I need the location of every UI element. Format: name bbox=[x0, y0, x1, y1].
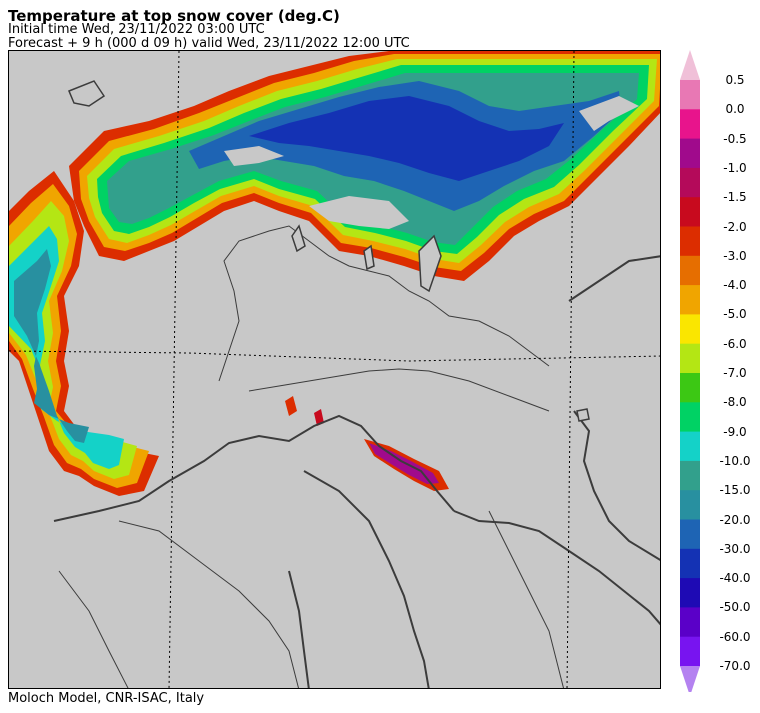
colorbar-tick-label: -1.5 bbox=[723, 190, 747, 205]
colorbar-tick-label: -50.0 bbox=[719, 600, 751, 615]
colorbar-bin bbox=[680, 80, 700, 110]
map-panel bbox=[8, 50, 661, 689]
colorbar-bin bbox=[680, 226, 700, 257]
colorbar-bin bbox=[680, 402, 700, 433]
colorbar-tick-label: -30.0 bbox=[719, 541, 751, 556]
initial-time: Initial time Wed, 23/11/2022 03:00 UTC bbox=[8, 22, 265, 37]
forecast-validity: Forecast + 9 h (000 d 09 h) valid Wed, 2… bbox=[8, 36, 410, 51]
colorbar-tick-label: -20.0 bbox=[719, 512, 751, 527]
colorbar-bin bbox=[680, 109, 700, 140]
colorbar-tick-label: -2.0 bbox=[723, 219, 747, 234]
colorbar-max-arrow bbox=[680, 50, 700, 80]
colorbar-tick-label: -6.0 bbox=[723, 336, 747, 351]
colorbar-tick-label: 0.0 bbox=[725, 102, 745, 117]
colorbar-tick-label: -5.0 bbox=[723, 307, 747, 322]
colorbar-bin bbox=[680, 548, 700, 579]
colorbar-bin bbox=[680, 343, 700, 374]
colorbar bbox=[680, 50, 700, 692]
colorbar-tick-label: -10.0 bbox=[719, 453, 751, 468]
colorbar-bin bbox=[680, 431, 700, 462]
colorbar-bin bbox=[680, 636, 700, 667]
colorbar-bin bbox=[680, 167, 700, 198]
borders bbox=[58, 225, 565, 688]
colorbar-tick-label: -70.0 bbox=[719, 659, 751, 673]
model-credit: Moloch Model, CNR-ISAC, Italy bbox=[8, 691, 205, 706]
map-canvas bbox=[9, 51, 660, 688]
colorbar-bin bbox=[680, 607, 700, 638]
colorbar-tick-label: -3.0 bbox=[723, 248, 747, 263]
colorbar-bin bbox=[680, 490, 700, 520]
colorbar-bin bbox=[680, 373, 700, 403]
colorbar-bin bbox=[680, 314, 700, 345]
colorbar-tick-label: -4.0 bbox=[723, 278, 747, 293]
colorbar-bin bbox=[680, 285, 700, 315]
colorbar-bin bbox=[680, 255, 700, 286]
graticule bbox=[9, 51, 660, 688]
colorbar-bin bbox=[680, 578, 700, 608]
coastlines bbox=[53, 255, 660, 688]
colorbar-tick-label: -8.0 bbox=[723, 395, 747, 410]
colorbar-bin bbox=[680, 460, 700, 491]
lakes bbox=[68, 80, 590, 422]
colorbar-graphic bbox=[680, 50, 700, 692]
chart-title: Temperature at top snow cover (deg.C) bbox=[8, 7, 340, 25]
snow-field-alps bbox=[69, 51, 660, 281]
colorbar-min-arrow bbox=[680, 666, 700, 692]
colorbar-tick-label: 0.5 bbox=[725, 73, 745, 87]
colorbar-bin bbox=[680, 197, 700, 227]
colorbar-tick-label: -15.0 bbox=[719, 483, 751, 498]
colorbar-bin bbox=[680, 138, 700, 169]
colorbar-tick-label: -1.0 bbox=[723, 160, 747, 175]
colorbar-tick-label: -9.0 bbox=[723, 424, 747, 439]
colorbar-tick-label: -7.0 bbox=[723, 366, 747, 380]
colorbar-tick-label: -40.0 bbox=[719, 571, 751, 586]
colorbar-labels: 0.5 0.0 -0.5 -1.0 -1.5 -2.0 -3.0 -4.0 -5.0 -6.0 -7… bbox=[715, 50, 760, 690]
colorbar-tick-label: -0.5 bbox=[723, 131, 747, 146]
colorbar-tick-label: -60.0 bbox=[719, 629, 751, 644]
snow-field-western-alps bbox=[9, 171, 159, 496]
colorbar-bin bbox=[680, 519, 700, 550]
